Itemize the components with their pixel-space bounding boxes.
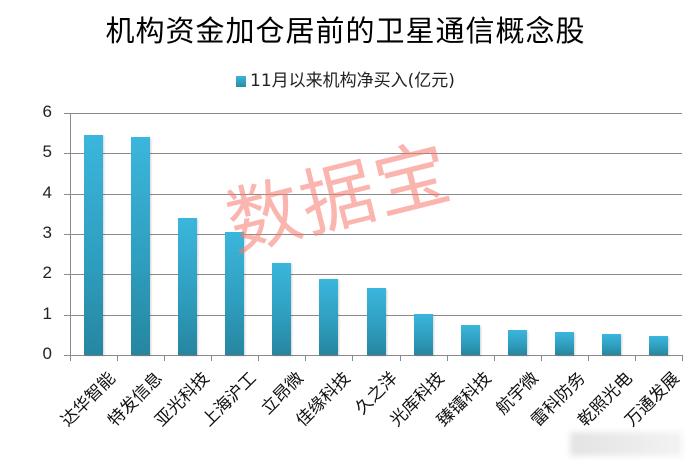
- x-tick: [682, 355, 683, 361]
- y-tick: [64, 315, 70, 316]
- y-tick: [64, 355, 70, 356]
- gridline: [70, 234, 682, 235]
- bar: [367, 288, 386, 355]
- gridline: [70, 274, 682, 275]
- watermark: 数据宝: [218, 129, 461, 268]
- x-tick: [588, 355, 589, 361]
- gridline: [70, 113, 682, 114]
- y-tick: [64, 274, 70, 275]
- bar: [84, 135, 103, 355]
- bar: [225, 232, 244, 355]
- bar: [461, 325, 480, 355]
- x-tick: [70, 355, 71, 361]
- x-tick: [258, 355, 259, 361]
- bar: [272, 263, 291, 355]
- bar: [178, 218, 197, 355]
- x-tick: [117, 355, 118, 361]
- y-tick-label: 4: [42, 183, 52, 202]
- gridline: [70, 194, 682, 195]
- y-tick: [64, 234, 70, 235]
- bar: [555, 332, 574, 355]
- y-tick-label: 0: [42, 344, 52, 363]
- y-tick-label: 2: [42, 263, 52, 282]
- chart-legend: 11月以来机构净买入(亿元): [0, 66, 691, 91]
- x-tick: [305, 355, 306, 361]
- bar: [319, 279, 338, 355]
- x-tick: [635, 355, 636, 361]
- x-tick: [211, 355, 212, 361]
- bar: [414, 314, 433, 355]
- x-tick: [164, 355, 165, 361]
- x-tick: [541, 355, 542, 361]
- bar: [508, 330, 527, 355]
- x-tick: [400, 355, 401, 361]
- chart-title: 机构资金加仓居前的卫星通信概念股: [105, 14, 586, 48]
- y-axis: [70, 113, 71, 361]
- legend-label: 11月以来机构净买入(亿元): [250, 71, 455, 91]
- y-tick: [64, 194, 70, 195]
- bar: [649, 336, 668, 355]
- y-tick: [64, 153, 70, 154]
- signature-blur: [570, 432, 682, 456]
- y-tick: [64, 113, 70, 114]
- x-tick: [494, 355, 495, 361]
- legend-swatch-icon: [236, 76, 247, 87]
- gridline: [70, 153, 682, 154]
- x-tick: [352, 355, 353, 361]
- y-tick-label: 3: [42, 223, 52, 242]
- bar: [131, 137, 150, 355]
- bar: [602, 334, 621, 355]
- y-tick-label: 6: [42, 102, 52, 121]
- y-tick-label: 5: [42, 142, 52, 161]
- x-axis: [70, 355, 682, 356]
- y-tick-label: 1: [42, 304, 52, 323]
- x-tick: [447, 355, 448, 361]
